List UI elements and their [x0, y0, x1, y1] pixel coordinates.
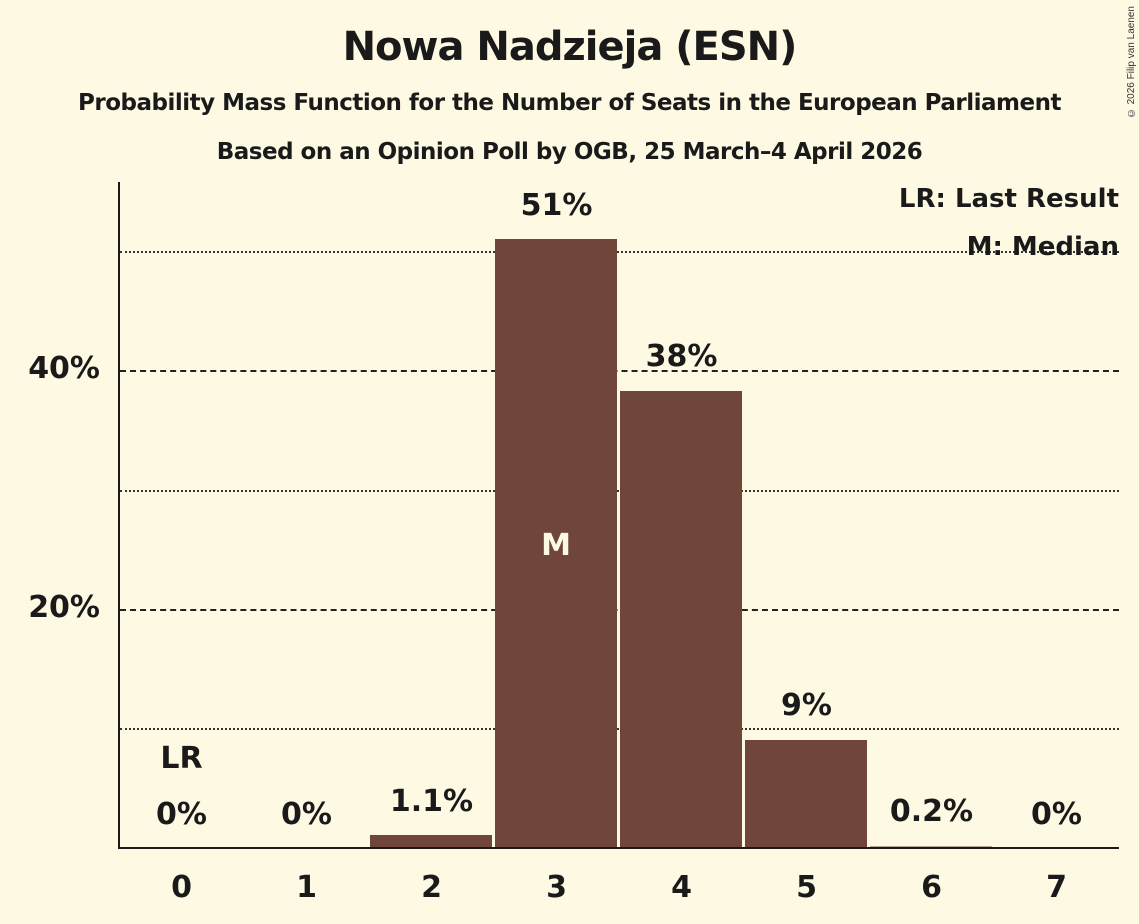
- x-tick-3: 3: [546, 870, 567, 905]
- gridline-50: [120, 251, 1119, 253]
- x-tick-5: 5: [796, 870, 817, 905]
- gridline-40: [120, 370, 1119, 372]
- y-axis: [118, 182, 120, 849]
- chart-subtitle: Probability Mass Function for the Number…: [78, 90, 1061, 116]
- bar-4-seats: [620, 391, 742, 848]
- chart-title: Nowa Nadzieja (ESN): [342, 24, 798, 70]
- last-result-marker: LR: [160, 741, 203, 776]
- x-tick-4: 4: [671, 870, 692, 905]
- bar-label-3: 51%: [520, 188, 593, 223]
- bar-label-7: 0%: [1031, 797, 1082, 832]
- bar-label-5: 9%: [781, 688, 832, 723]
- bar-label-6: 0.2%: [889, 794, 974, 829]
- y-tick-40: 40%: [28, 351, 100, 386]
- gridline-10: [120, 728, 1119, 730]
- legend-last-result: LR: Last Result: [898, 184, 1119, 214]
- bar-5-seats: [745, 740, 867, 848]
- gridline-30: [120, 490, 1119, 492]
- bar-label-2: 1.1%: [389, 784, 474, 819]
- chart-source-line: Based on an Opinion Poll by OGB, 25 Marc…: [216, 139, 923, 165]
- bar-label-0: 0%: [156, 797, 207, 832]
- bar-2-seats: [370, 835, 492, 848]
- y-tick-20: 20%: [28, 590, 100, 625]
- x-tick-0: 0: [171, 870, 192, 905]
- bar-label-4: 38%: [645, 339, 718, 374]
- x-tick-7: 7: [1046, 870, 1067, 905]
- median-marker: M: [541, 528, 571, 563]
- gridline-20: [120, 609, 1119, 611]
- bar-3-seats: [495, 239, 617, 848]
- legend-median: M: Median: [966, 232, 1119, 262]
- x-axis: [118, 847, 1119, 849]
- x-tick-6: 6: [921, 870, 942, 905]
- bar-label-1: 0%: [281, 797, 332, 832]
- x-tick-2: 2: [421, 870, 442, 905]
- x-tick-1: 1: [296, 870, 317, 905]
